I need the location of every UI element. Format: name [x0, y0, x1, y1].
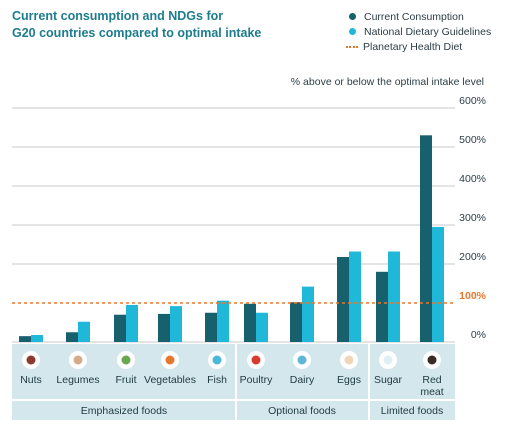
category-label-line: Fruit [116, 374, 137, 386]
group-label-2: Optional foods [268, 405, 336, 417]
legend-swatch-current [349, 13, 356, 20]
group-label-1: Emphasized foods [81, 405, 167, 417]
category-label-sugar: Sugar [374, 374, 403, 386]
category-label-fruit: Fruit [116, 374, 137, 386]
chart-title-line-1: Current consumption and NDGs for [12, 9, 224, 23]
eggs-icon [340, 351, 358, 369]
legend-label-current: Current Consumption [364, 10, 464, 23]
fruit-icon [117, 351, 135, 369]
bar-current-poultry [244, 303, 256, 342]
bar-current-legumes [66, 332, 78, 342]
bar-current-vegetables [158, 313, 170, 342]
eggs-icon-glyph [344, 355, 354, 365]
dairy-icon [293, 351, 311, 369]
legumes-icon [69, 351, 87, 369]
legumes-icon-glyph [73, 355, 83, 365]
category-label-line: Red [422, 374, 441, 386]
group-label-3: Limited foods [381, 405, 443, 417]
fish-icon [208, 351, 226, 369]
category-label-line: Dairy [290, 374, 315, 386]
bar-current-dairy [290, 302, 302, 342]
dairy-icon-glyph [297, 355, 307, 365]
bar-current-nuts [19, 336, 31, 342]
category-label-line: Vegetables [144, 374, 196, 386]
chart-title-line-2: G20 countries compared to optimal intake [12, 26, 262, 40]
legend-label-phd: Planetary Health Diet [363, 40, 463, 53]
legend-swatch-phd [346, 45, 358, 48]
nuts-icon [22, 351, 40, 369]
bar-ndg-red-meat [432, 226, 444, 342]
legend-item-ndg: National Dietary Guidelines [346, 24, 491, 39]
bar-current-red-meat [420, 135, 432, 342]
y-tick-label-0: 0% [471, 329, 486, 341]
bar-ndg-nuts [31, 334, 43, 342]
category-label-fish: Fish [207, 374, 227, 386]
category-label-vegetables: Vegetables [144, 374, 196, 386]
legend-swatch-ndg [349, 28, 356, 35]
bar-current-fish [205, 312, 217, 342]
y-tick-label-100: 100% [459, 290, 487, 302]
y-tick-label-300: 300% [459, 212, 486, 224]
bar-ndg-sugar [388, 251, 400, 342]
bar-current-sugar [376, 271, 388, 342]
category-label-nuts: Nuts [20, 374, 42, 386]
sugar-icon [379, 351, 397, 369]
red-meat-icon [423, 351, 441, 369]
legend-item-current: Current Consumption [346, 9, 491, 24]
category-label-legumes: Legumes [56, 374, 99, 386]
y-tick-label-400: 400% [459, 173, 486, 185]
bar-ndg-dairy [302, 286, 314, 342]
category-label-red-meat: Red meat [420, 374, 443, 398]
legend-label-ndg: National Dietary Guidelines [364, 25, 492, 38]
vegetables-icon [161, 351, 179, 369]
category-label-dairy: Dairy [290, 374, 315, 386]
sugar-icon-glyph [383, 355, 393, 365]
y-tick-label-500: 500% [459, 134, 486, 146]
red-meat-icon-glyph [427, 355, 437, 365]
bar-ndg-fruit [126, 304, 138, 342]
category-label-poultry: Poultry [240, 374, 273, 386]
poultry-icon [247, 351, 265, 369]
fruit-icon-glyph [121, 355, 131, 365]
bar-ndg-vegetables [170, 306, 182, 342]
y-axis-subtitle: % above or below the optimal intake leve… [290, 76, 484, 88]
category-label-line: Sugar [374, 374, 403, 386]
legend-item-phd: Planetary Health Diet [346, 39, 491, 54]
category-label-line: meat [420, 386, 443, 398]
bar-ndg-fish [217, 300, 229, 342]
y-tick-label-200: 200% [459, 251, 486, 263]
fish-icon-glyph [212, 355, 222, 365]
category-label-line: Eggs [337, 374, 361, 386]
category-label-line: Nuts [20, 374, 42, 386]
bar-ndg-legumes [78, 321, 90, 342]
category-label-line: Legumes [56, 374, 99, 386]
legend: Current Consumption National Dietary Gui… [346, 9, 491, 54]
bar-ndg-poultry [256, 312, 268, 342]
y-tick-label-600: 600% [459, 95, 486, 107]
nuts-icon-glyph [26, 355, 36, 365]
bar-ndg-eggs [349, 251, 361, 342]
bar-current-eggs [337, 256, 349, 342]
category-label-line: Poultry [240, 374, 273, 386]
category-label-eggs: Eggs [337, 374, 361, 386]
bar-current-fruit [114, 314, 126, 342]
category-label-line: Fish [207, 374, 227, 386]
poultry-icon-glyph [251, 355, 261, 365]
vegetables-icon-glyph [165, 355, 175, 365]
